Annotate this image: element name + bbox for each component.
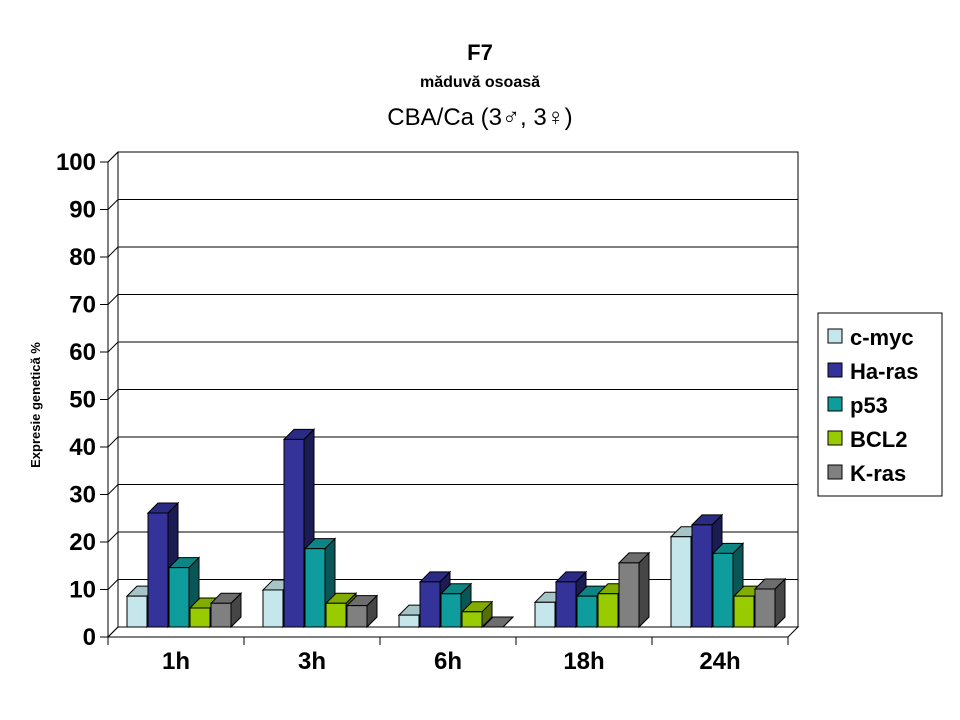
legend-label-c-myc: c-myc xyxy=(850,325,914,350)
bar-c-myc-24h xyxy=(670,536,692,628)
y-tick-label: 100 xyxy=(56,149,96,176)
y-tick-label: 30 xyxy=(69,482,96,509)
bar-BCL2-24h xyxy=(733,595,755,628)
y-tick-label: 60 xyxy=(69,339,96,366)
y-axis-label: Expresie genetică % xyxy=(28,342,43,468)
axis-layer: 0 10 20 30 40 50 60 70 80 90 100 1h 3h 6h 18h 24h xyxy=(56,149,789,675)
bar-c-myc-18h xyxy=(534,601,556,628)
y-tick-label: 70 xyxy=(69,292,96,319)
x-tick-label: 18h xyxy=(563,648,604,675)
y-tick-connector xyxy=(107,246,119,258)
x-tick-label: 1h xyxy=(162,648,190,675)
bar-BCL2-1h xyxy=(189,607,211,628)
chart-subtitle-strain: CBA/Ca (3♂, 3♀) xyxy=(387,104,573,131)
x-tick-label: 24h xyxy=(699,648,740,675)
bars-layer xyxy=(125,428,787,629)
y-tick-label: 10 xyxy=(69,577,96,604)
y-tick-label: 80 xyxy=(69,244,96,271)
y-tick-connector xyxy=(107,626,119,638)
y-tick-label: 50 xyxy=(69,387,96,414)
chart-subtitle: măduvă osoasă xyxy=(419,74,541,91)
legend-label-Ha-ras: Ha-ras xyxy=(850,359,918,384)
legend-label-p53: p53 xyxy=(850,393,888,418)
y-axis-top-connector xyxy=(107,151,119,163)
x-tick-label: 6h xyxy=(434,648,462,675)
bar-p53-3h xyxy=(304,548,326,628)
bar-Ha-ras-24h xyxy=(691,524,713,628)
bar-Ha-ras-6h xyxy=(419,581,441,628)
chart-floor xyxy=(106,626,800,638)
y-tick-connector xyxy=(107,341,119,353)
bar-K-ras-18h xyxy=(618,562,640,628)
legend-swatch-BCL2 xyxy=(827,430,843,446)
floor-layer xyxy=(106,626,800,638)
bar-Ha-ras-3h xyxy=(283,438,305,628)
x-tick-label: 3h xyxy=(298,648,326,675)
bar-K-ras-1h xyxy=(210,602,232,628)
y-tick-connector xyxy=(107,531,119,543)
bar-BCL2-6h xyxy=(461,611,483,628)
bar-c-myc-6h xyxy=(398,614,420,628)
legend-swatch-Ha-ras xyxy=(827,362,843,378)
bar-BCL2-18h xyxy=(597,593,619,628)
y-tick-connector xyxy=(107,199,119,210)
bar-side-K-ras-18h xyxy=(638,551,650,629)
legend-swatch-K-ras xyxy=(827,464,843,480)
y-tick-label: 40 xyxy=(69,434,96,461)
bar-p53-24h xyxy=(712,552,734,628)
y-tick-label: 0 xyxy=(83,624,96,651)
y-tick-connector xyxy=(107,484,119,495)
bar-Ha-ras-1h xyxy=(147,512,169,628)
bar-c-myc-3h xyxy=(262,589,284,628)
bar-p53-18h xyxy=(576,595,598,628)
legend: c-myc Ha-ras p53 BCL2 K-ras xyxy=(817,312,943,497)
bar-c-myc-1h xyxy=(126,595,148,628)
legend-swatch-c-myc xyxy=(827,328,843,344)
y-tick-connector xyxy=(107,389,119,400)
legend-swatch-p53 xyxy=(827,396,843,412)
bar-Ha-ras-18h xyxy=(555,581,577,628)
y-tick-connector xyxy=(107,294,119,305)
bar-K-ras-3h xyxy=(346,605,368,628)
legend-label-BCL2: BCL2 xyxy=(850,427,907,452)
legend-label-K-ras: K-ras xyxy=(850,461,906,486)
bar-p53-6h xyxy=(440,593,462,628)
y-tick-connector xyxy=(107,436,119,448)
grid-layer xyxy=(117,151,799,628)
bar-K-ras-24h xyxy=(754,588,776,628)
bar-p53-1h xyxy=(168,567,190,628)
y-tick-connector xyxy=(107,579,119,590)
y-tick-label: 20 xyxy=(69,529,96,556)
chart-title: F7 xyxy=(467,40,493,65)
bar-top-K-ras-6h xyxy=(481,616,515,628)
bar-BCL2-3h xyxy=(325,602,347,628)
y-tick-label: 90 xyxy=(69,197,96,224)
